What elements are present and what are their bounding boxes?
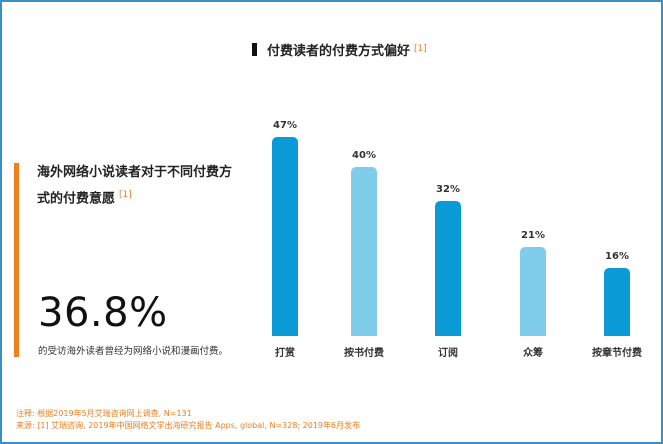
bar	[272, 137, 298, 336]
bar-value-label: 16%	[605, 251, 629, 263]
bar	[520, 247, 546, 336]
side-heading: 海外网络小说读者对于不同付费方式的付费意愿 [1]	[37, 162, 237, 210]
bar	[435, 200, 461, 336]
chart-title-text: 付费读者的付费方式偏好	[267, 43, 411, 59]
category-label: 订阅	[438, 348, 458, 359]
big-stat-value: 36.8%	[38, 290, 168, 336]
stat-description: 的受访海外读者曾经为网络小说和漫画付费。	[38, 346, 229, 357]
bar-value-label: 32%	[436, 183, 460, 195]
bar-value-label: 21%	[521, 230, 545, 242]
chart-title-ref: [1]	[414, 44, 427, 54]
accent-bar	[14, 163, 19, 357]
category-label: 按章节付费	[592, 348, 642, 359]
footnote-note: 注释: 根据2019年5月艾瑞咨询网上调查, N=131	[16, 409, 192, 418]
bar-value-label: 40%	[352, 149, 376, 161]
footnote-source: 来源: [1] 艾瑞咨询, 2019年中国网络文学出海研究报告 Apps, gl…	[16, 421, 361, 430]
title-marker-icon	[252, 42, 257, 56]
side-heading-text: 海外网络小说读者对于不同付费方式的付费意愿	[37, 165, 233, 207]
bar	[604, 268, 630, 336]
chart-title: 付费读者的付费方式偏好 [1]	[252, 40, 427, 59]
bar	[351, 166, 377, 336]
side-heading-ref: [1]	[119, 190, 132, 200]
category-label: 众筹	[523, 348, 543, 359]
category-label: 打赏	[275, 348, 295, 359]
footnotes: 注释: 根据2019年5月艾瑞咨询网上调查, N=131 来源: [1] 艾瑞咨…	[16, 408, 360, 432]
category-label: 按书付费	[344, 348, 384, 359]
bar-value-label: 47%	[273, 120, 297, 131]
